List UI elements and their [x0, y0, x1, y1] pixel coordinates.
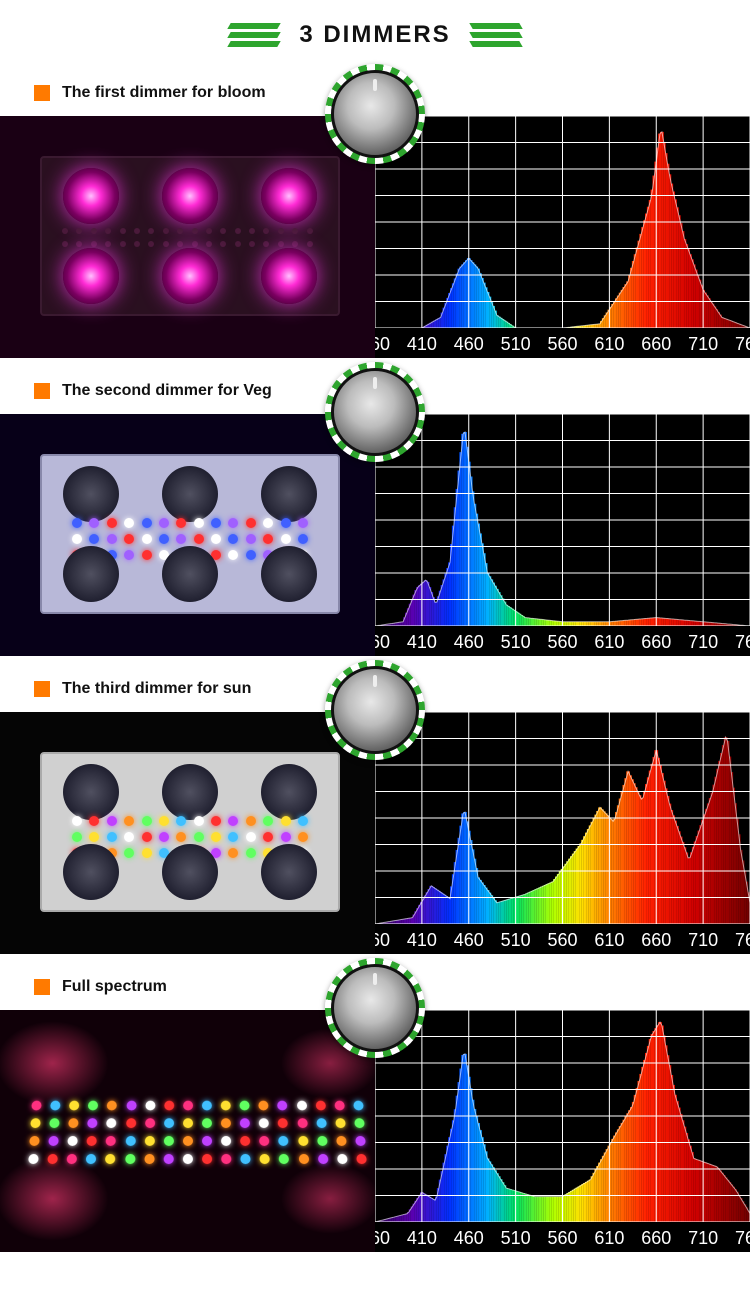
chevron-left-icon: [229, 23, 279, 47]
svg-text:560: 560: [547, 334, 577, 354]
section-title: The second dimmer for Veg: [62, 382, 272, 400]
svg-text:360: 360: [375, 334, 390, 354]
spectrum-chart-veg: 360 410 460 510 560 610 660 710 760: [375, 414, 750, 656]
page-title: 3 DIMMERS: [299, 21, 450, 49]
svg-text:360: 360: [375, 632, 390, 652]
svg-text:610: 610: [594, 930, 624, 950]
section-full: Full spectrum 360 410 460 510 560 610 660 710 76…: [0, 972, 750, 1252]
svg-text:660: 660: [641, 930, 671, 950]
svg-text:510: 510: [501, 334, 531, 354]
dimmer-knob-icon: [325, 958, 425, 1058]
svg-text:610: 610: [594, 632, 624, 652]
section-sun: The third dimmer for sun 360 410 460 510 560…: [0, 674, 750, 954]
section-title: The first dimmer for bloom: [62, 84, 266, 102]
svg-text:710: 710: [688, 334, 718, 354]
product-photo-full: [0, 1010, 375, 1252]
svg-text:560: 560: [547, 632, 577, 652]
spectrum-chart-full: 360 410 460 510 560 610 660 710 760: [375, 1010, 750, 1252]
section-veg: The second dimmer for Veg 360 410 460 510 56…: [0, 376, 750, 656]
svg-text:560: 560: [547, 930, 577, 950]
svg-text:510: 510: [501, 632, 531, 652]
svg-text:760: 760: [735, 1228, 750, 1248]
svg-text:610: 610: [594, 1228, 624, 1248]
dimmer-knob-icon: [325, 362, 425, 462]
bullet-icon: [34, 85, 50, 101]
svg-text:510: 510: [501, 930, 531, 950]
chevron-right-icon: [471, 23, 521, 47]
svg-text:660: 660: [641, 1228, 671, 1248]
bullet-icon: [34, 681, 50, 697]
svg-text:410: 410: [407, 930, 437, 950]
svg-text:760: 760: [735, 632, 750, 652]
svg-text:710: 710: [688, 930, 718, 950]
svg-text:660: 660: [641, 632, 671, 652]
svg-text:760: 760: [735, 930, 750, 950]
svg-text:560: 560: [547, 1228, 577, 1248]
dimmer-knob-icon: [325, 64, 425, 164]
header: 3 DIMMERS: [0, 0, 750, 60]
svg-text:710: 710: [688, 1228, 718, 1248]
section-bloom: The first dimmer for bloom 360 410 460 510 5…: [0, 78, 750, 358]
svg-text:410: 410: [407, 1228, 437, 1248]
svg-text:460: 460: [454, 930, 484, 950]
svg-text:610: 610: [594, 334, 624, 354]
svg-text:460: 460: [454, 1228, 484, 1248]
svg-text:760: 760: [735, 334, 750, 354]
svg-text:410: 410: [407, 632, 437, 652]
svg-text:660: 660: [641, 334, 671, 354]
spectrum-chart-sun: 360 410 460 510 560 610 660 710 760: [375, 712, 750, 954]
svg-text:460: 460: [454, 632, 484, 652]
section-title: Full spectrum: [62, 978, 167, 996]
svg-text:360: 360: [375, 1228, 390, 1248]
section-title: The third dimmer for sun: [62, 680, 251, 698]
svg-text:510: 510: [501, 1228, 531, 1248]
svg-text:410: 410: [407, 334, 437, 354]
product-photo-sun: [0, 712, 375, 954]
product-photo-bloom: [0, 116, 375, 358]
dimmer-knob-icon: [325, 660, 425, 760]
product-photo-veg: [0, 414, 375, 656]
bullet-icon: [34, 383, 50, 399]
bullet-icon: [34, 979, 50, 995]
svg-text:710: 710: [688, 632, 718, 652]
svg-text:460: 460: [454, 334, 484, 354]
svg-text:360: 360: [375, 930, 390, 950]
spectrum-chart-bloom: 360 410 460 510 560 610 660 710 760: [375, 116, 750, 358]
